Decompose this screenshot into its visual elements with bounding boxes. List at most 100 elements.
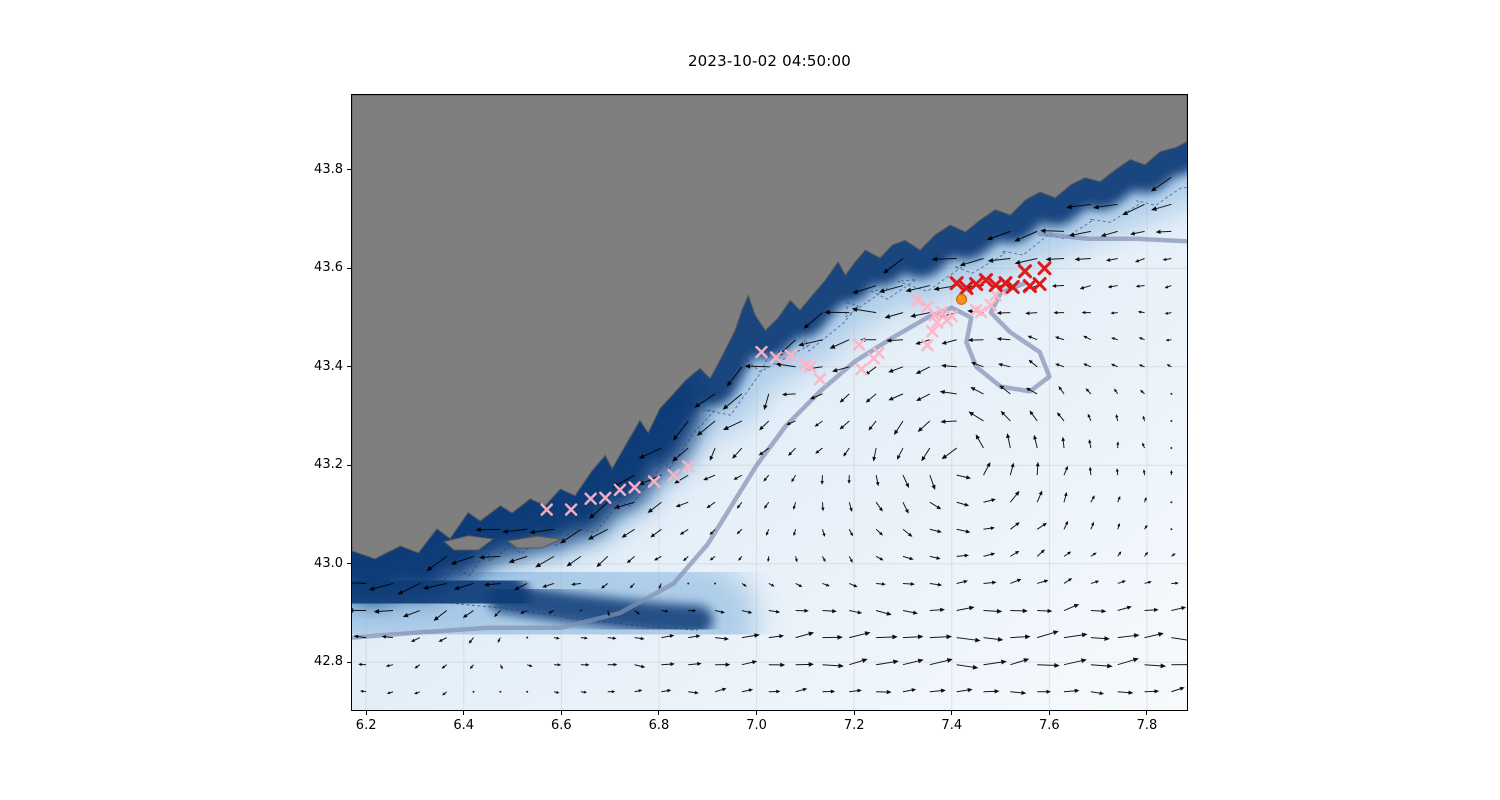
current-arrow-head xyxy=(1093,552,1097,556)
current-arrow-head xyxy=(611,690,616,694)
current-arrow-head xyxy=(839,425,845,430)
current-arrow-head xyxy=(1140,389,1144,394)
current-arrow-head xyxy=(861,658,868,663)
current-arrow-head xyxy=(792,505,796,510)
current-arrow-head xyxy=(462,613,468,618)
current-arrow-head xyxy=(964,502,970,507)
drifter-marker-red xyxy=(949,276,964,291)
current-arrow-head xyxy=(798,341,805,347)
current-arrow-head xyxy=(843,452,848,457)
current-arrow xyxy=(1063,659,1086,666)
current-arrow-head xyxy=(638,453,645,459)
current-arrow xyxy=(1123,203,1145,215)
current-arrow-head xyxy=(931,256,938,262)
current-arrow-dot xyxy=(1170,501,1173,504)
current-arrow-head xyxy=(853,584,858,588)
current-arrow-head xyxy=(468,639,473,644)
current-arrow-head xyxy=(788,451,793,456)
current-arrow-head xyxy=(917,658,924,664)
current-arrow-head xyxy=(1117,495,1121,500)
current-arrow xyxy=(853,308,877,314)
current-arrow-head xyxy=(864,631,871,637)
current-arrow-head xyxy=(497,639,501,643)
current-arrow-head xyxy=(814,423,819,427)
current-arrow-head xyxy=(910,313,916,318)
current-arrow-head xyxy=(589,513,595,519)
drifter-marker-pink xyxy=(667,468,680,482)
current-arrow-head xyxy=(1114,388,1118,393)
current-arrow-head xyxy=(1085,388,1090,392)
current-arrow-head xyxy=(584,636,589,640)
drifter-marker-red xyxy=(978,273,993,288)
x-tick-label: 7.4 xyxy=(941,718,963,733)
current-arrow-head xyxy=(587,534,594,540)
current-arrow-head xyxy=(748,610,753,614)
current-arrow-head xyxy=(358,662,362,667)
drifter-marker-pink xyxy=(935,305,949,319)
island xyxy=(506,535,564,549)
current-arrow-head xyxy=(798,583,803,587)
current-arrow-head xyxy=(970,387,976,392)
current-arrow-head xyxy=(557,663,562,667)
current-arrow-head xyxy=(640,664,646,669)
current-arrow-head xyxy=(909,556,914,561)
y-tick-mark xyxy=(347,169,351,171)
current-arrow xyxy=(352,582,367,584)
y-tick-label: 43.6 xyxy=(314,260,343,276)
current-arrow-head xyxy=(1021,690,1027,695)
current-arrow-head xyxy=(1142,442,1145,446)
current-arrow-head xyxy=(852,289,859,294)
current-arrow-head xyxy=(1028,359,1033,364)
current-arrow-head xyxy=(1111,337,1115,341)
current-arrow-head xyxy=(709,557,714,561)
drifter-marker-pink xyxy=(930,316,944,329)
current-arrow-head xyxy=(1091,495,1095,500)
current-arrow-head xyxy=(514,586,520,591)
current-arrow-head xyxy=(1081,310,1086,315)
current-arrow-head xyxy=(386,691,391,695)
current-arrow xyxy=(424,582,447,589)
current-arrow-head xyxy=(433,616,439,621)
current-arrow-head xyxy=(1155,229,1161,235)
current-arrow-head xyxy=(964,553,969,558)
current-arrow-head xyxy=(975,434,981,440)
current-arrow xyxy=(614,474,635,487)
current-arrow-head xyxy=(502,528,509,534)
drifter-marker-pink xyxy=(613,483,627,497)
current-arrow-head xyxy=(974,637,981,643)
current-arrow-dot xyxy=(1170,528,1173,531)
current-arrow-head xyxy=(879,531,883,536)
y-tick-label: 43.8 xyxy=(314,161,343,177)
current-arrow-head xyxy=(612,636,617,640)
current-arrow-head xyxy=(1162,257,1167,262)
current-arrow-head xyxy=(1051,284,1057,288)
current-arrow-head xyxy=(810,395,815,400)
current-arrow-head xyxy=(829,344,836,349)
current-arrow-head xyxy=(803,323,810,329)
current-arrow-head xyxy=(542,584,547,588)
current-arrow-head xyxy=(475,527,481,533)
current-arrow-head xyxy=(986,235,993,241)
current-arrow-head xyxy=(1038,490,1043,496)
current-arrow-head xyxy=(1055,363,1060,367)
drifter-marker-red xyxy=(998,276,1013,291)
current-arrow-head xyxy=(1054,662,1060,668)
current-arrow-head xyxy=(1117,522,1121,527)
current-arrow-head xyxy=(352,608,354,613)
current-arrow-head xyxy=(1027,335,1032,339)
drifter-marker-pink xyxy=(769,351,783,364)
current-arrow-head xyxy=(1088,466,1092,471)
current-arrow-head xyxy=(765,532,769,536)
current-arrow-head xyxy=(414,665,419,669)
current-arrow xyxy=(1095,203,1118,209)
map-canvas xyxy=(352,95,1187,710)
current-arrow-head xyxy=(1000,410,1006,416)
current-arrow xyxy=(1063,633,1086,639)
current-arrow-head xyxy=(556,636,560,640)
current-arrow-head xyxy=(1170,469,1173,474)
current-arrow-head xyxy=(1083,363,1088,367)
current-arrow-dot xyxy=(1170,447,1173,450)
current-arrow-head xyxy=(1153,607,1159,612)
current-arrow-head xyxy=(1135,284,1140,288)
